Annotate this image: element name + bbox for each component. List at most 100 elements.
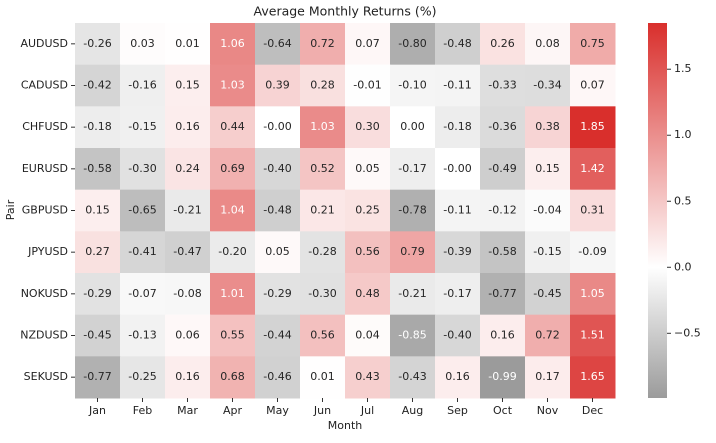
cell-label: 0.07	[580, 79, 605, 92]
heatmap-cell	[75, 231, 121, 274]
cell-label: 0.00	[400, 120, 425, 133]
heatmap-cell	[300, 231, 346, 274]
heatmap-cell	[165, 314, 211, 357]
cell-label: 0.31	[580, 204, 605, 217]
heatmap-cell	[255, 23, 301, 66]
cell-label: 0.30	[355, 120, 380, 133]
cell-label: -0.18	[443, 120, 471, 133]
heatmap-cell	[390, 231, 436, 274]
heatmap-cell	[345, 273, 391, 316]
cell-label: -0.08	[173, 287, 201, 300]
x-tick-label: Aug	[402, 404, 423, 417]
y-tick-label: SEKUSD	[24, 370, 68, 383]
cell-label: -0.64	[263, 37, 291, 50]
heatmap-cell	[300, 106, 346, 149]
y-tick-label: CADUSD	[21, 79, 68, 92]
cell-label: 0.28	[310, 79, 335, 92]
cell-label: -0.42	[83, 79, 111, 92]
cell-label: -0.16	[128, 79, 156, 92]
y-tick-label: NOKUSD	[21, 287, 68, 300]
cell-label: -0.21	[173, 204, 201, 217]
cell-label: 0.75	[580, 37, 605, 50]
y-tick-label: GBPUSD	[22, 204, 68, 217]
colorbar-tick-label: 0.0	[674, 260, 692, 273]
cell-label: -0.11	[443, 204, 471, 217]
cell-label: -0.12	[488, 204, 516, 217]
cell-label: 0.15	[85, 204, 110, 217]
heatmap-cell	[210, 148, 256, 191]
cell-label: -0.18	[83, 120, 111, 133]
heatmap-cell	[300, 23, 346, 66]
cell-label: 0.52	[310, 162, 335, 175]
cell-label: -0.78	[398, 204, 426, 217]
y-tick-label: EURUSD	[22, 162, 68, 175]
cell-label: -0.85	[398, 329, 426, 342]
heatmap-cell	[435, 231, 481, 274]
cell-label: 0.72	[310, 37, 335, 50]
cell-label: 0.79	[400, 245, 425, 258]
heatmap-cell	[570, 356, 616, 399]
x-tick-label: Jan	[88, 404, 106, 417]
cell-label: 0.07	[355, 37, 380, 50]
y-axis-label: Pair	[4, 199, 17, 220]
cell-label: 0.38	[535, 120, 560, 133]
cell-label: -0.39	[443, 245, 471, 258]
cell-label: -0.11	[443, 79, 471, 92]
y-tick-label: AUDUSD	[20, 37, 68, 50]
cell-label: 0.69	[220, 162, 245, 175]
heatmap-cell	[480, 231, 526, 274]
cell-label: -0.65	[128, 204, 156, 217]
cell-label: 1.04	[220, 204, 245, 217]
cell-label: 0.56	[310, 329, 335, 342]
cell-label: -0.46	[263, 370, 291, 383]
heatmap-cell	[165, 356, 211, 399]
heatmap-cell	[435, 64, 481, 107]
cell-label: 0.03	[130, 37, 155, 50]
cell-label: -0.26	[83, 37, 111, 50]
cell-label: 0.17	[535, 370, 560, 383]
colorbar-tick-label: 1.5	[674, 62, 692, 75]
heatmap-cell	[435, 189, 481, 232]
x-tick-label: Sep	[447, 404, 468, 417]
heatmap-cell	[255, 273, 301, 316]
heatmap-cell	[345, 106, 391, 149]
heatmap-cell	[75, 106, 121, 149]
cell-label: 1.05	[580, 287, 605, 300]
heatmap-cell	[390, 64, 436, 107]
cell-label: -0.04	[533, 204, 561, 217]
heatmap-cell	[165, 189, 211, 232]
heatmap-cell	[480, 356, 526, 399]
heatmap-cell	[120, 273, 166, 316]
cell-label: -0.29	[263, 287, 291, 300]
heatmap-cell	[570, 64, 616, 107]
cell-label: 0.24	[175, 162, 200, 175]
cell-label: -0.41	[128, 245, 156, 258]
cell-label: -0.48	[443, 37, 471, 50]
heatmap-cell	[390, 23, 436, 66]
heatmap-cell	[345, 356, 391, 399]
heatmap-cell	[210, 231, 256, 274]
heatmap-cell	[345, 189, 391, 232]
heatmap-cell	[75, 314, 121, 357]
heatmap-cell	[480, 314, 526, 357]
cell-label: -0.17	[398, 162, 426, 175]
heatmap-cell	[525, 356, 571, 399]
cell-label: 0.39	[265, 79, 290, 92]
cell-label: 1.42	[580, 162, 605, 175]
heatmap-cell	[390, 273, 436, 316]
heatmap-cell	[75, 23, 121, 66]
cell-label: -0.10	[398, 79, 426, 92]
chart-title: Average Monthly Returns (%)	[254, 4, 437, 19]
heatmap-cell	[390, 189, 436, 232]
heatmap-cell	[120, 314, 166, 357]
heatmap-cell	[390, 106, 436, 149]
cell-label: -0.20	[218, 245, 246, 258]
cell-label: -0.30	[128, 162, 156, 175]
heatmap-cell	[435, 148, 481, 191]
y-tick-label: JPYUSD	[27, 245, 68, 258]
heatmap-cell	[525, 189, 571, 232]
cell-label: -0.36	[488, 120, 516, 133]
cell-label: 0.01	[175, 37, 200, 50]
heatmap-cell	[570, 106, 616, 149]
cell-label: -0.00	[443, 162, 471, 175]
